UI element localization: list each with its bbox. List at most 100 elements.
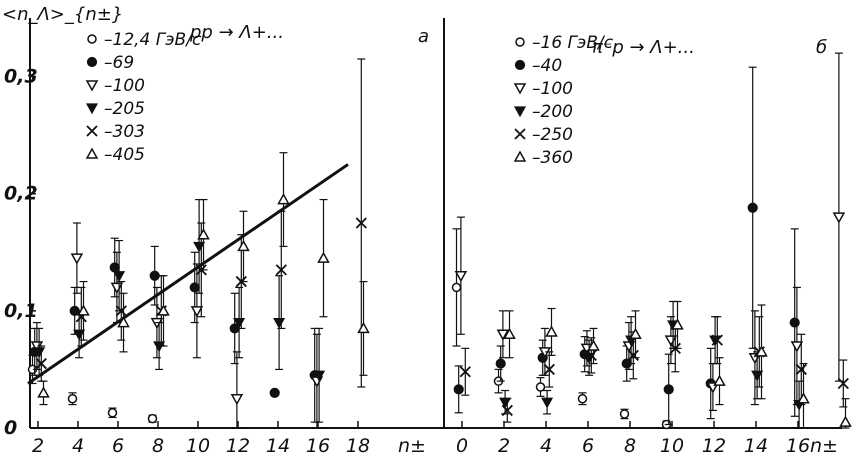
fit-line-layer [27,163,349,385]
data-point [237,210,250,283]
legend-marker-cross [86,125,98,137]
data-point [77,280,90,341]
marker-open-circle [535,382,546,392]
marker-cross [795,363,807,376]
x-tick-label: 2 [498,435,510,457]
data-point [70,222,84,294]
x-tick-label: 8 [624,435,636,457]
x-tick-label: 10 [660,435,684,457]
data-point [629,310,642,359]
legend-entry: –100 [85,76,145,96]
y-tick-label: 0,2 [4,183,38,205]
marker-filled-circle [495,358,506,369]
marker-open-triangle-up [117,316,130,328]
legend-entry: –303 [86,122,145,142]
marker-open-triangle-up [755,345,768,357]
legend-marker-filled-triangle-down [513,106,527,118]
legend-label: –205 [104,99,145,119]
marker-open-triangle-up [277,193,290,205]
marker-open-triangle-down [230,393,244,406]
marker-cross [115,305,127,317]
marker-open-circle [147,413,158,424]
marker-open-triangle-up [317,251,330,263]
legend-entry: –12,4 ГэВ/с [87,30,202,50]
data-layer [27,52,852,430]
x-tick-label: 12 [226,435,250,457]
x-tick-label: 2 [32,435,44,457]
marker-open-circle [67,393,78,404]
legend-entry: –100 [513,79,573,99]
x-tick-label: 10 [186,435,210,457]
data-point [233,286,246,359]
x-tick-label: 6 [112,435,124,457]
marker-filled-triangle-down [193,241,206,253]
marker-open-triangle-up [237,239,250,252]
legend-entry: –200 [513,102,573,122]
marker-filled-circle [789,317,800,328]
legend-label: –303 [104,122,145,142]
data-point [587,327,600,365]
x-tick-label: 4 [72,435,84,457]
data-point [535,377,546,397]
marker-cross [543,363,555,376]
data-point [790,286,804,406]
marker-open-triangle-down [454,270,468,283]
x-tick-label: 16 [306,435,330,457]
data-point [277,152,290,248]
marker-open-triangle-up [797,392,810,404]
data-point [310,333,324,429]
fit-line [27,163,349,385]
marker-open-triangle-down [70,253,84,265]
marker-cross [501,404,513,417]
data-point [495,345,506,382]
data-point [797,362,810,429]
data-point [35,345,47,382]
legend-marker-cross [514,128,526,140]
data-point [499,389,512,415]
marker-filled-circle [109,262,120,273]
data-point [619,408,630,420]
x-tick-label: 12 [702,435,726,457]
marker-cross [837,377,849,390]
legend-marker-open-triangle-down [513,83,527,95]
data-point [755,304,768,400]
legend-label: –250 [532,125,573,145]
data-point [357,280,370,376]
data-point [538,327,552,376]
legend-label: –200 [532,102,573,122]
data-point [451,228,462,347]
legend-entry: –250 [514,125,573,145]
x-tick-label: 8 [152,435,164,457]
data-point [149,245,160,306]
data-point [273,275,286,371]
marker-cross [459,366,471,378]
y-tick-label: 0,1 [4,300,38,322]
data-point [117,292,130,353]
marker-cross [585,349,597,362]
data-point [190,263,204,359]
data-point [157,275,170,347]
legend-marker-filled-triangle-down [85,103,99,115]
legend-marker-open-triangle-up [513,150,527,162]
marker-open-triangle-up [77,304,90,316]
marker-filled-circle [269,387,280,398]
data-point [663,353,674,426]
marker-cross [35,357,47,370]
data-point [537,339,548,376]
marker-open-triangle-up [197,228,210,240]
legend-marker-open-triangle-down [85,80,99,92]
legend-label: –40 [532,56,562,76]
legend-label: –100 [532,79,573,99]
legend-label: –405 [104,145,145,165]
legend-layer: –12,4 ГэВ/с –69 –100 –205 –303 –405 –16 ГэВ/с –… [85,30,614,168]
legend-marker-open-circle [87,34,97,44]
data-point [313,327,326,423]
data-point [37,380,50,406]
legend-marker-filled-circle [514,59,526,71]
data-point [107,407,118,419]
marker-open-triangle-up [545,325,558,337]
marker-open-triangle-up [671,318,684,330]
data-point [706,362,720,412]
marker-open-circle [451,282,462,293]
data-point [459,347,471,396]
